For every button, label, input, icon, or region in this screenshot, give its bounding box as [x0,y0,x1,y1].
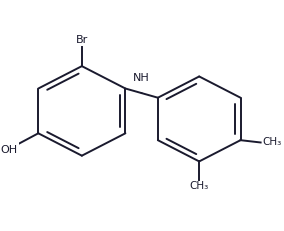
Text: OH: OH [1,145,18,155]
Text: CH₃: CH₃ [262,137,281,147]
Text: CH₃: CH₃ [189,181,209,191]
Text: Br: Br [76,36,88,46]
Text: NH: NH [133,73,150,83]
